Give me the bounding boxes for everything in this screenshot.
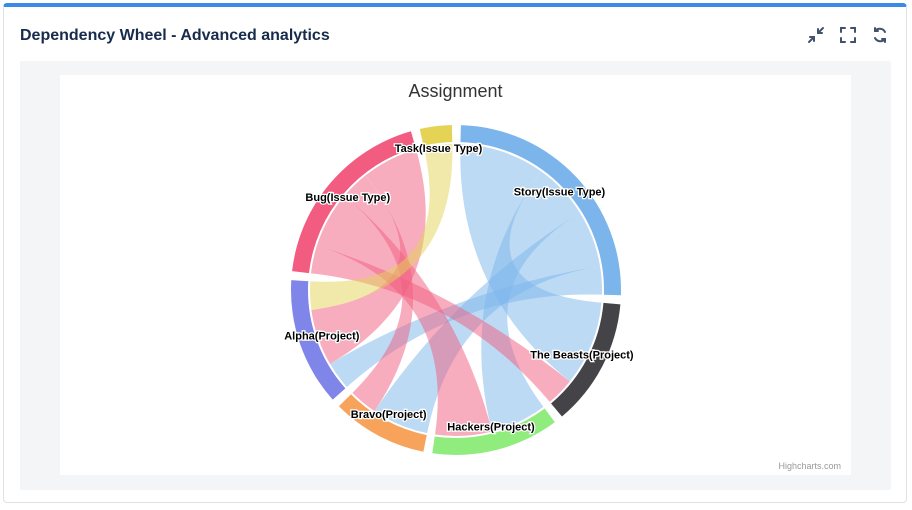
node-label-5: Bug(Issue Type) — [305, 192, 390, 204]
links-group — [310, 144, 602, 436]
refresh-button[interactable] — [870, 25, 890, 45]
node-arc-4[interactable] — [291, 280, 346, 400]
chart-container: Story(Issue Type) The Beasts(Project) Hack… — [60, 75, 851, 475]
node-arc-1[interactable] — [551, 302, 621, 417]
link-5[interactable] — [317, 195, 492, 436]
fullscreen-button[interactable] — [838, 25, 858, 45]
node-label-0: Story(Issue Type) — [514, 187, 606, 199]
widget-title: Dependency Wheel - Advanced analytics — [20, 27, 330, 44]
node-label-6: Task(Issue Type) — [395, 143, 483, 155]
refresh-icon — [874, 27, 886, 43]
link-6[interactable] — [344, 175, 414, 412]
node-arc-2[interactable] — [432, 408, 555, 456]
chart-panel: Story(Issue Type) The Beasts(Project) Hack… — [20, 61, 891, 490]
node-label-2: Hackers(Project) — [447, 422, 535, 434]
link-8[interactable] — [310, 144, 453, 310]
link-3[interactable] — [330, 266, 602, 388]
link-1[interactable] — [481, 171, 580, 432]
link-2[interactable] — [374, 212, 601, 434]
node-arc-5[interactable] — [292, 131, 416, 274]
minimize-button[interactable] — [806, 25, 826, 45]
minimize-icon — [808, 27, 824, 43]
link-7[interactable] — [311, 149, 426, 364]
chart-credits[interactable]: Highcharts.com — [778, 461, 841, 471]
link-0[interactable] — [460, 144, 602, 382]
nodes-group — [291, 125, 621, 456]
labels-group: Story(Issue Type) The Beasts(Project) Hack… — [283, 142, 635, 435]
dependency-wheel-chart: Story(Issue Type) The Beasts(Project) Hack… — [283, 125, 635, 456]
chart-title: Assignment — [408, 81, 503, 101]
node-arc-0[interactable] — [460, 125, 621, 296]
node-arc-3[interactable] — [338, 394, 427, 452]
node-label-3: Bravo(Project) — [351, 409, 427, 421]
node-label-4: Alpha(Project) — [284, 330, 360, 342]
widget-card: Dependency Wheel - Advanced analytics St… — [3, 3, 907, 503]
fullscreen-icon — [840, 27, 856, 43]
widget-toolbar — [806, 25, 890, 45]
node-label-1: The Beasts(Project) — [530, 350, 634, 362]
node-arc-6[interactable] — [419, 125, 453, 146]
